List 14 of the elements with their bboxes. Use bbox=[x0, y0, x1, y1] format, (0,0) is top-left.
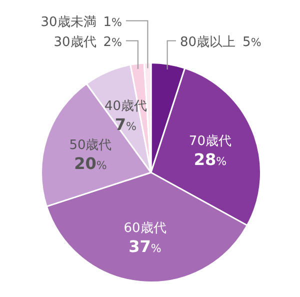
slice-label: 70歳代 bbox=[188, 134, 232, 150]
slice-label: 30歳未満 bbox=[40, 14, 96, 30]
slice-label: 50歳代 bbox=[69, 138, 112, 153]
data-label: 2% bbox=[103, 34, 122, 50]
slice-label: 40歳代 bbox=[104, 99, 147, 114]
data-label: 7% bbox=[114, 115, 137, 134]
data-label: 20% bbox=[74, 154, 107, 173]
data-label: 1% bbox=[103, 14, 122, 30]
data-label: 37% bbox=[128, 236, 162, 256]
slice-label: 80歳以上 bbox=[180, 34, 236, 50]
data-label: 28% bbox=[194, 150, 227, 170]
data-label: 5% bbox=[242, 34, 262, 50]
slice-label: 60歳代 bbox=[124, 220, 166, 236]
slice-label: 30歳代 bbox=[54, 34, 96, 50]
